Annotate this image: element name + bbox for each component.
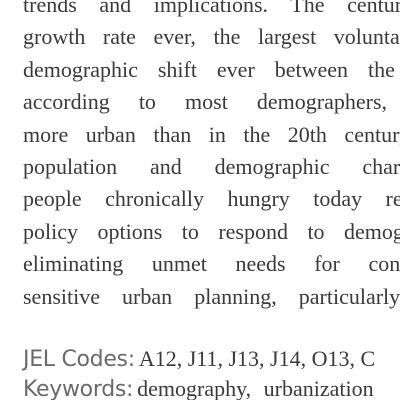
abstract-line: growth rate ever, the largest voluntary … [23,24,400,50]
keywords-label: Keywords: [23,377,134,400]
abstract-line: trends and implications. The century f [23,0,400,17]
jel-codes-value: A12, J11, J13, J14, O13, C [138,346,376,371]
abstract-line: policy options to respond to demograph [23,218,400,244]
abstract-line: demographic shift ever between the mo [23,56,400,82]
jel-codes: JEL Codes: A12, J11, J13, J14, O13, C [23,346,400,372]
abstract-line: more urban than in the 20th century, b [23,121,400,147]
abstract-line: people chronically hungry today results [23,186,400,212]
keywords-value: demography, urbanization [137,376,374,400]
abstract-line: population and demographic character [23,153,400,179]
abstract-text: trends and implications. The century f g… [23,0,400,313]
abstract-line: according to most demographers, the [23,89,400,115]
keywords: Keywords: demography, urbanization [23,376,400,400]
jel-codes-label: JEL Codes: [23,347,135,372]
abstract-line: sensitive urban planning, particularly c… [23,283,400,309]
abstract-line: eliminating unmet needs for contrace [23,251,400,277]
